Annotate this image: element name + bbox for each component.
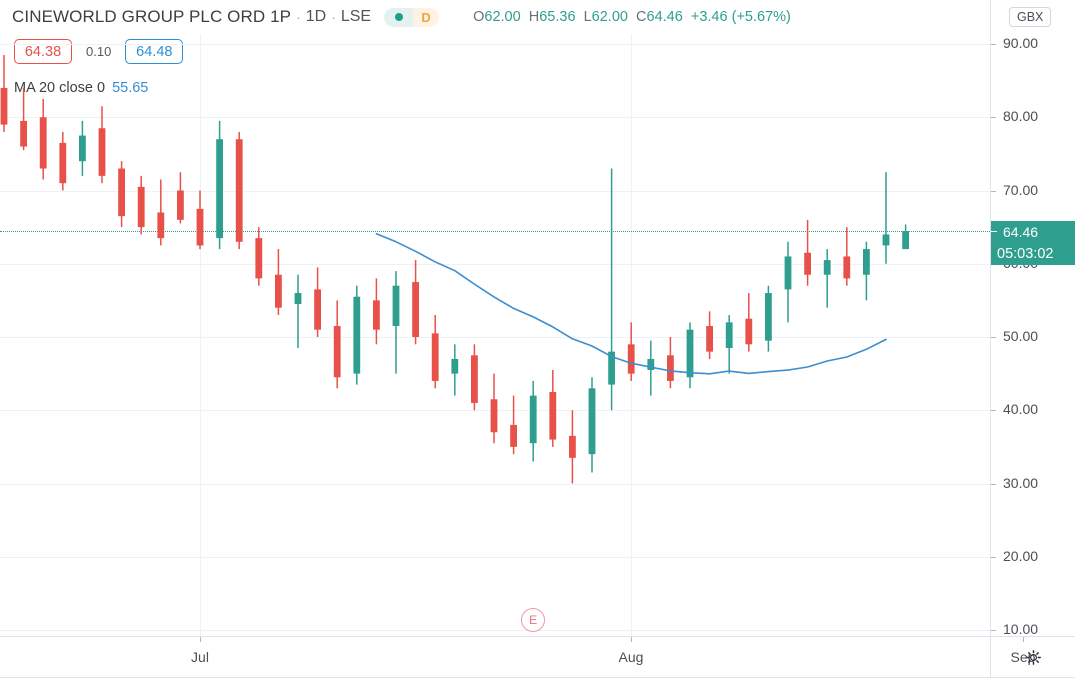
ask-price-box[interactable]: 64.48 <box>125 39 184 64</box>
price-tick-mark <box>991 337 996 338</box>
time-axis-label: Aug <box>618 649 644 665</box>
chart-pane[interactable]: E <box>0 34 1024 636</box>
price-tick-mark <box>991 483 996 485</box>
grid-line <box>0 337 990 338</box>
change-value: +3.46 <box>690 9 728 25</box>
price-tick-mark <box>991 556 996 558</box>
price-tick-label: 70.00 <box>1003 181 1039 198</box>
price-tick-mark <box>991 190 996 192</box>
ohlc-readout: O62.00 H65.36 L62.00 C64.46 +3.46 (+5.67… <box>473 9 791 25</box>
price-label-tick-icon <box>991 231 997 233</box>
price-tick-label: 30.00 <box>1003 474 1039 491</box>
symbol-title[interactable]: CINEWORLD GROUP PLC ORD 1P <box>12 7 292 26</box>
market-status-badge[interactable]: D <box>384 7 440 27</box>
quote-row: 64.38 0.10 64.48 <box>14 39 184 64</box>
price-tick-mark <box>991 410 996 412</box>
price-tick-label: 90.00 <box>1003 35 1039 51</box>
price-tick-label: 80.00 <box>1003 108 1039 125</box>
chart-settings-corner[interactable] <box>990 636 1075 678</box>
low-value: 62.00 <box>591 9 628 25</box>
open-value: 62.00 <box>484 9 521 25</box>
spread-value: 0.10 <box>86 44 112 59</box>
price-tick-mark <box>991 630 996 631</box>
change-percent: (+5.67%) <box>731 9 791 25</box>
grid-line <box>0 483 990 485</box>
ma-legend-label: MA 20 close 0 <box>14 80 106 96</box>
open-label: O <box>473 9 485 25</box>
status-dot-icon <box>394 13 403 21</box>
high-label: H <box>528 9 540 25</box>
time-axis[interactable]: JulAugSepOctNovDec <box>0 636 1035 678</box>
interval-label[interactable]: 1D <box>305 8 327 25</box>
ma-legend-value: 55.65 <box>112 80 149 96</box>
grid-line-vertical <box>200 34 201 636</box>
close-value: 64.46 <box>646 9 683 25</box>
time-tick-mark <box>1023 637 1024 642</box>
title-separator-1: · <box>296 9 301 25</box>
gear-icon[interactable] <box>1025 649 1042 666</box>
price-tick-label: 40.00 <box>1003 401 1039 418</box>
time-tick-mark <box>631 637 632 642</box>
low-label: L <box>583 9 592 25</box>
price-tick-label: 50.00 <box>1003 328 1039 344</box>
current-price-line <box>0 231 990 233</box>
grid-line <box>0 556 990 558</box>
market-open-indicator <box>384 7 414 27</box>
grid-line <box>0 44 990 45</box>
price-axis[interactable]: GBX 10.0020.0030.0040.0050.0060.0070.008… <box>990 0 1075 637</box>
candlestick-series <box>0 54 909 484</box>
title-separator-2: · <box>331 9 336 25</box>
earnings-marker[interactable]: E <box>521 608 546 632</box>
price-tick-mark <box>991 117 996 119</box>
price-tick-label: 10.00 <box>1003 621 1039 637</box>
current-price-value: 64.46 <box>1003 223 1039 240</box>
current-price-label: 64.46 <box>991 221 1075 243</box>
price-tick-label: 20.00 <box>1003 547 1039 564</box>
ma-indicator-legend[interactable]: MA 20 close 0 55.65 <box>14 80 148 96</box>
bid-price-box[interactable]: 64.38 <box>14 39 72 64</box>
currency-unit-badge[interactable]: GBX <box>1009 7 1052 27</box>
chart-header: CINEWORLD GROUP PLC ORD 1P · 1D · LSE D … <box>0 0 1075 34</box>
close-label: C <box>636 9 647 25</box>
high-value: 65.36 <box>539 9 576 25</box>
grid-line <box>0 263 990 265</box>
time-axis-label: Jul <box>191 649 209 665</box>
grid-line <box>0 630 990 631</box>
badge-interval-letter: D <box>413 7 440 27</box>
time-tick-mark <box>200 637 201 642</box>
bar-countdown-label: 05:03:02 <box>991 242 1075 266</box>
grid-line <box>0 190 990 192</box>
exchange-label[interactable]: LSE <box>340 8 372 25</box>
grid-line <box>0 117 990 119</box>
price-tick-mark <box>991 44 996 45</box>
